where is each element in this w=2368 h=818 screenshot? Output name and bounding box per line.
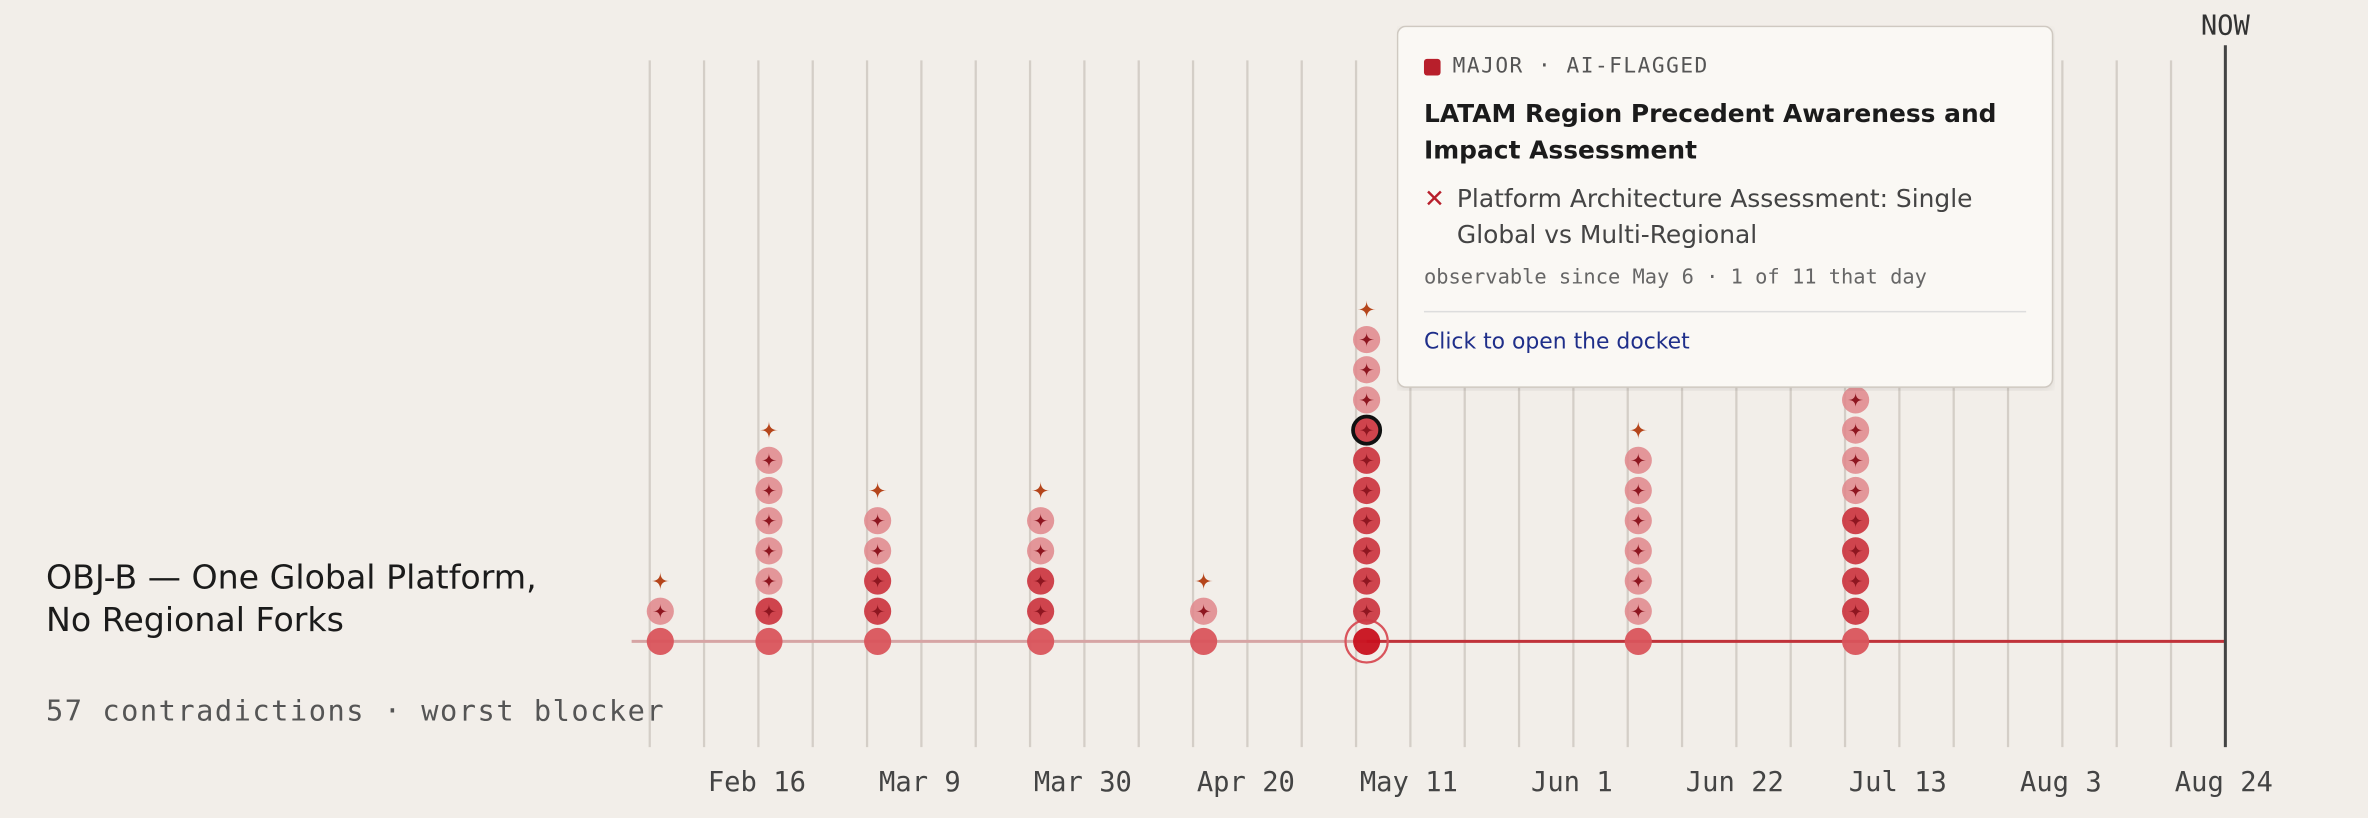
tooltip-title: LATAM Region Precedent Awareness and Imp… [1423,99,1997,165]
dot-stack [1344,300,1389,664]
ai-flag [1848,422,1864,438]
now-label: NOW [2201,11,2251,42]
ai-flag [1357,300,1376,319]
dot [755,627,783,656]
selected-dot [1351,414,1383,446]
dot [864,627,892,656]
objective-title: OBJ-B — One Global Platform, No Regional… [46,559,537,640]
dot-stack [864,481,892,656]
ai-flag [1630,573,1646,589]
dot-stack [755,421,783,656]
ai-flag [652,603,668,619]
ai-flag [1848,603,1864,619]
ai-flag [1359,332,1375,348]
ai-flag [868,481,887,500]
divider [1423,310,2027,313]
dot-stack [1190,571,1218,656]
x-axis-label: Feb 16 [708,767,806,798]
x-axis-label: May 11 [1360,767,1458,798]
ai-flag [761,603,777,619]
ai-flag [1359,422,1375,438]
ai-flag [870,573,886,589]
ai-flag [870,603,886,619]
dot-stack [646,571,674,656]
dot-stack [1624,421,1652,656]
ai-flag [1033,573,1049,589]
ai-flag [1359,543,1375,559]
ai-flag [1630,543,1646,559]
x-axis-label: Mar 9 [879,767,961,798]
ai-flag [870,513,886,529]
ai-flag [1359,392,1375,408]
severity-icon [1423,58,1441,75]
tooltip-contradicts-row: ✕ Platform Architecture Assessment: Singl… [1424,181,2026,253]
dot [1190,627,1218,656]
ai-flag [759,421,779,440]
ai-flag [1194,571,1213,591]
ai-flag [1848,482,1864,499]
tooltip-contradicts: Platform Architecture Assessment: Single… [1456,184,1973,250]
ai-flag [1848,543,1864,559]
ai-flag [761,573,777,589]
objective-title-box: OBJ-B — One Global Platform, No Regional… [46,559,537,640]
x-axis-label: Jul 13 [1849,767,1947,798]
tooltip-badge: MAJOR · AI-FLAGGED [1452,54,1709,79]
x-axis-label: Aug 24 [2175,767,2273,798]
ai-flag [1196,603,1212,619]
x-axis-label: Mar 30 [1034,767,1132,798]
tooltip-badge-row: MAJOR · AI-FLAGGED [1423,54,2026,79]
ai-flag [1359,513,1375,529]
dot-stack [1027,481,1055,656]
ai-flag [1359,482,1375,499]
ai-flag [1033,513,1049,529]
ai-flag [1033,543,1049,559]
docket-link[interactable]: Click to open the docket [1423,330,1690,355]
tooltip-box: MAJOR · AI-FLAGGED LATAM Region Preceden… [1396,25,2054,388]
dot [646,627,674,656]
ai-flag [761,482,777,499]
ai-flag [1848,452,1864,468]
ai-flag [1848,513,1864,529]
dot [1353,627,1381,656]
x-axis-label: Apr 20 [1197,767,1295,798]
objective-summary: 57 contradictions · worst blocker [46,693,665,727]
ai-flag [761,543,777,559]
ai-flag [761,452,777,468]
ai-flag [1629,421,1648,440]
x-axis-label: Jun 22 [1686,767,1784,798]
dot [1027,627,1055,656]
ai-flag [1031,481,1050,500]
ai-flag [1033,603,1049,619]
ai-flag [1359,452,1375,468]
ai-flag [1848,573,1864,589]
ai-flag [1630,513,1646,529]
ai-flag [870,543,886,559]
contradict-icon: ✕ [1423,184,1445,213]
ai-flag [761,513,777,529]
x-axis-label: Jun 1 [1531,767,1613,798]
tooltip-meta: observable since May 6 · 1 of 11 that da… [1423,265,1927,290]
ai-flag [1630,482,1646,499]
x-axis-label: Aug 3 [2020,767,2102,798]
ai-flag [1359,603,1375,619]
ai-flag [651,571,670,591]
ai-flag [1359,362,1375,378]
ai-flag [1359,573,1375,589]
dot [1624,627,1652,656]
ai-flag [1630,603,1646,619]
ai-flag [1630,452,1646,468]
tooltip: MAJOR · AI-FLAGGED LATAM Region Preceden… [1396,25,2054,388]
dot [1842,627,1870,656]
ai-flag [1848,392,1864,408]
